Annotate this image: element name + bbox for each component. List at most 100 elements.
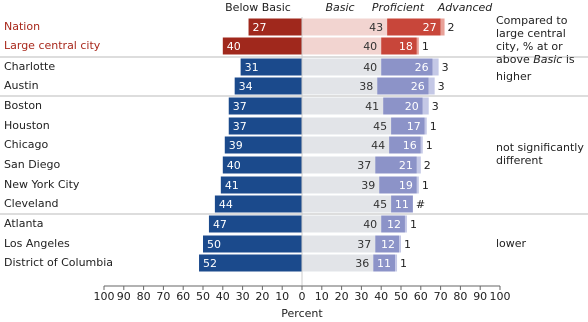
bar <box>302 254 374 272</box>
x-tick-label: 30 <box>236 290 250 303</box>
x-tick-label: 30 <box>354 290 368 303</box>
value-label: 11 <box>395 198 409 211</box>
bar <box>302 97 384 115</box>
bar <box>391 117 425 135</box>
bar <box>381 58 433 76</box>
annotation-text: Compared to large central city, % at or … <box>496 14 568 66</box>
bar <box>373 254 396 272</box>
value-label: 17 <box>407 120 421 133</box>
bar <box>416 156 421 174</box>
bar <box>222 156 302 174</box>
category-label: San Diego <box>4 158 60 171</box>
value-label: 1 <box>404 238 411 251</box>
bar <box>395 254 398 272</box>
group-label: not significantly different <box>496 141 584 167</box>
value-label: 40 <box>363 40 377 53</box>
value-label: 19 <box>399 179 413 192</box>
x-tick-label: 70 <box>434 290 448 303</box>
value-label: 1 <box>422 40 429 53</box>
value-label: 26 <box>411 80 425 93</box>
x-tick-label: 60 <box>414 290 428 303</box>
bar <box>302 117 392 135</box>
x-tick-label: 70 <box>156 290 170 303</box>
category-label: District of Columbia <box>4 256 113 269</box>
category-label: Houston <box>4 119 50 132</box>
bar <box>399 235 401 253</box>
value-label: 36 <box>355 257 369 270</box>
annotation: Compared to large central city, % at or … <box>496 14 586 66</box>
bar <box>420 136 423 154</box>
value-label: 12 <box>381 238 395 251</box>
bar <box>416 176 419 194</box>
category-label: Cleveland <box>4 197 59 210</box>
x-tick-label: 80 <box>137 290 151 303</box>
bar <box>220 176 302 194</box>
value-label: 3 <box>432 100 439 113</box>
bar <box>302 176 380 194</box>
value-label: 37 <box>233 120 247 133</box>
bar <box>203 235 302 253</box>
bar <box>391 195 413 213</box>
value-label: 37 <box>357 159 371 172</box>
column-header: Below Basic <box>225 1 291 14</box>
value-label: 44 <box>371 139 385 152</box>
value-label: 47 <box>213 218 227 231</box>
value-label: 27 <box>423 21 437 34</box>
x-tick-label: 20 <box>255 290 269 303</box>
x-tick-label: 90 <box>473 290 487 303</box>
value-label: # <box>416 198 425 211</box>
bar <box>387 18 441 36</box>
x-tick-label: 40 <box>374 290 388 303</box>
value-label: 45 <box>373 120 387 133</box>
value-label: 45 <box>373 198 387 211</box>
category-label: Atlanta <box>4 217 43 230</box>
annotation-text: is <box>562 53 575 66</box>
bar <box>248 18 302 36</box>
x-tick-label: 50 <box>196 290 210 303</box>
bar <box>389 136 421 154</box>
bar <box>302 215 382 233</box>
value-label: 20 <box>405 100 419 113</box>
value-label: 41 <box>365 100 379 113</box>
value-label: 38 <box>359 80 373 93</box>
value-label: 1 <box>430 120 437 133</box>
bar <box>422 97 429 115</box>
value-label: 34 <box>239 80 253 93</box>
value-label: 1 <box>400 257 407 270</box>
value-label: 40 <box>227 40 241 53</box>
value-label: 43 <box>369 21 383 34</box>
x-axis-label: Percent <box>281 307 323 320</box>
category-label: Large central city <box>4 39 101 52</box>
value-label: 16 <box>403 139 417 152</box>
category-label: New York City <box>4 178 80 191</box>
value-label: 37 <box>357 238 371 251</box>
bar <box>302 77 378 95</box>
x-tick-label: 10 <box>315 290 329 303</box>
bar <box>222 37 302 55</box>
x-tick-label: 80 <box>453 290 467 303</box>
bar <box>379 176 417 194</box>
value-label: 41 <box>225 179 239 192</box>
column-header: Basic <box>325 1 354 14</box>
group-label: lower <box>496 237 527 250</box>
bar <box>208 215 302 233</box>
bar <box>302 136 390 154</box>
value-label: 39 <box>361 179 375 192</box>
category-label: Los Angeles <box>4 237 70 250</box>
bar <box>381 37 417 55</box>
bar <box>228 97 302 115</box>
bar <box>404 215 407 233</box>
bar <box>240 58 302 76</box>
value-label: 1 <box>410 218 417 231</box>
bar <box>302 235 376 253</box>
bar <box>228 117 302 135</box>
x-tick-label: 50 <box>394 290 408 303</box>
value-label: 50 <box>207 238 221 251</box>
value-label: 21 <box>399 159 413 172</box>
bar <box>381 215 405 233</box>
bar <box>302 18 388 36</box>
bar <box>424 117 427 135</box>
value-label: 12 <box>387 218 401 231</box>
x-tick-label: 10 <box>275 290 289 303</box>
